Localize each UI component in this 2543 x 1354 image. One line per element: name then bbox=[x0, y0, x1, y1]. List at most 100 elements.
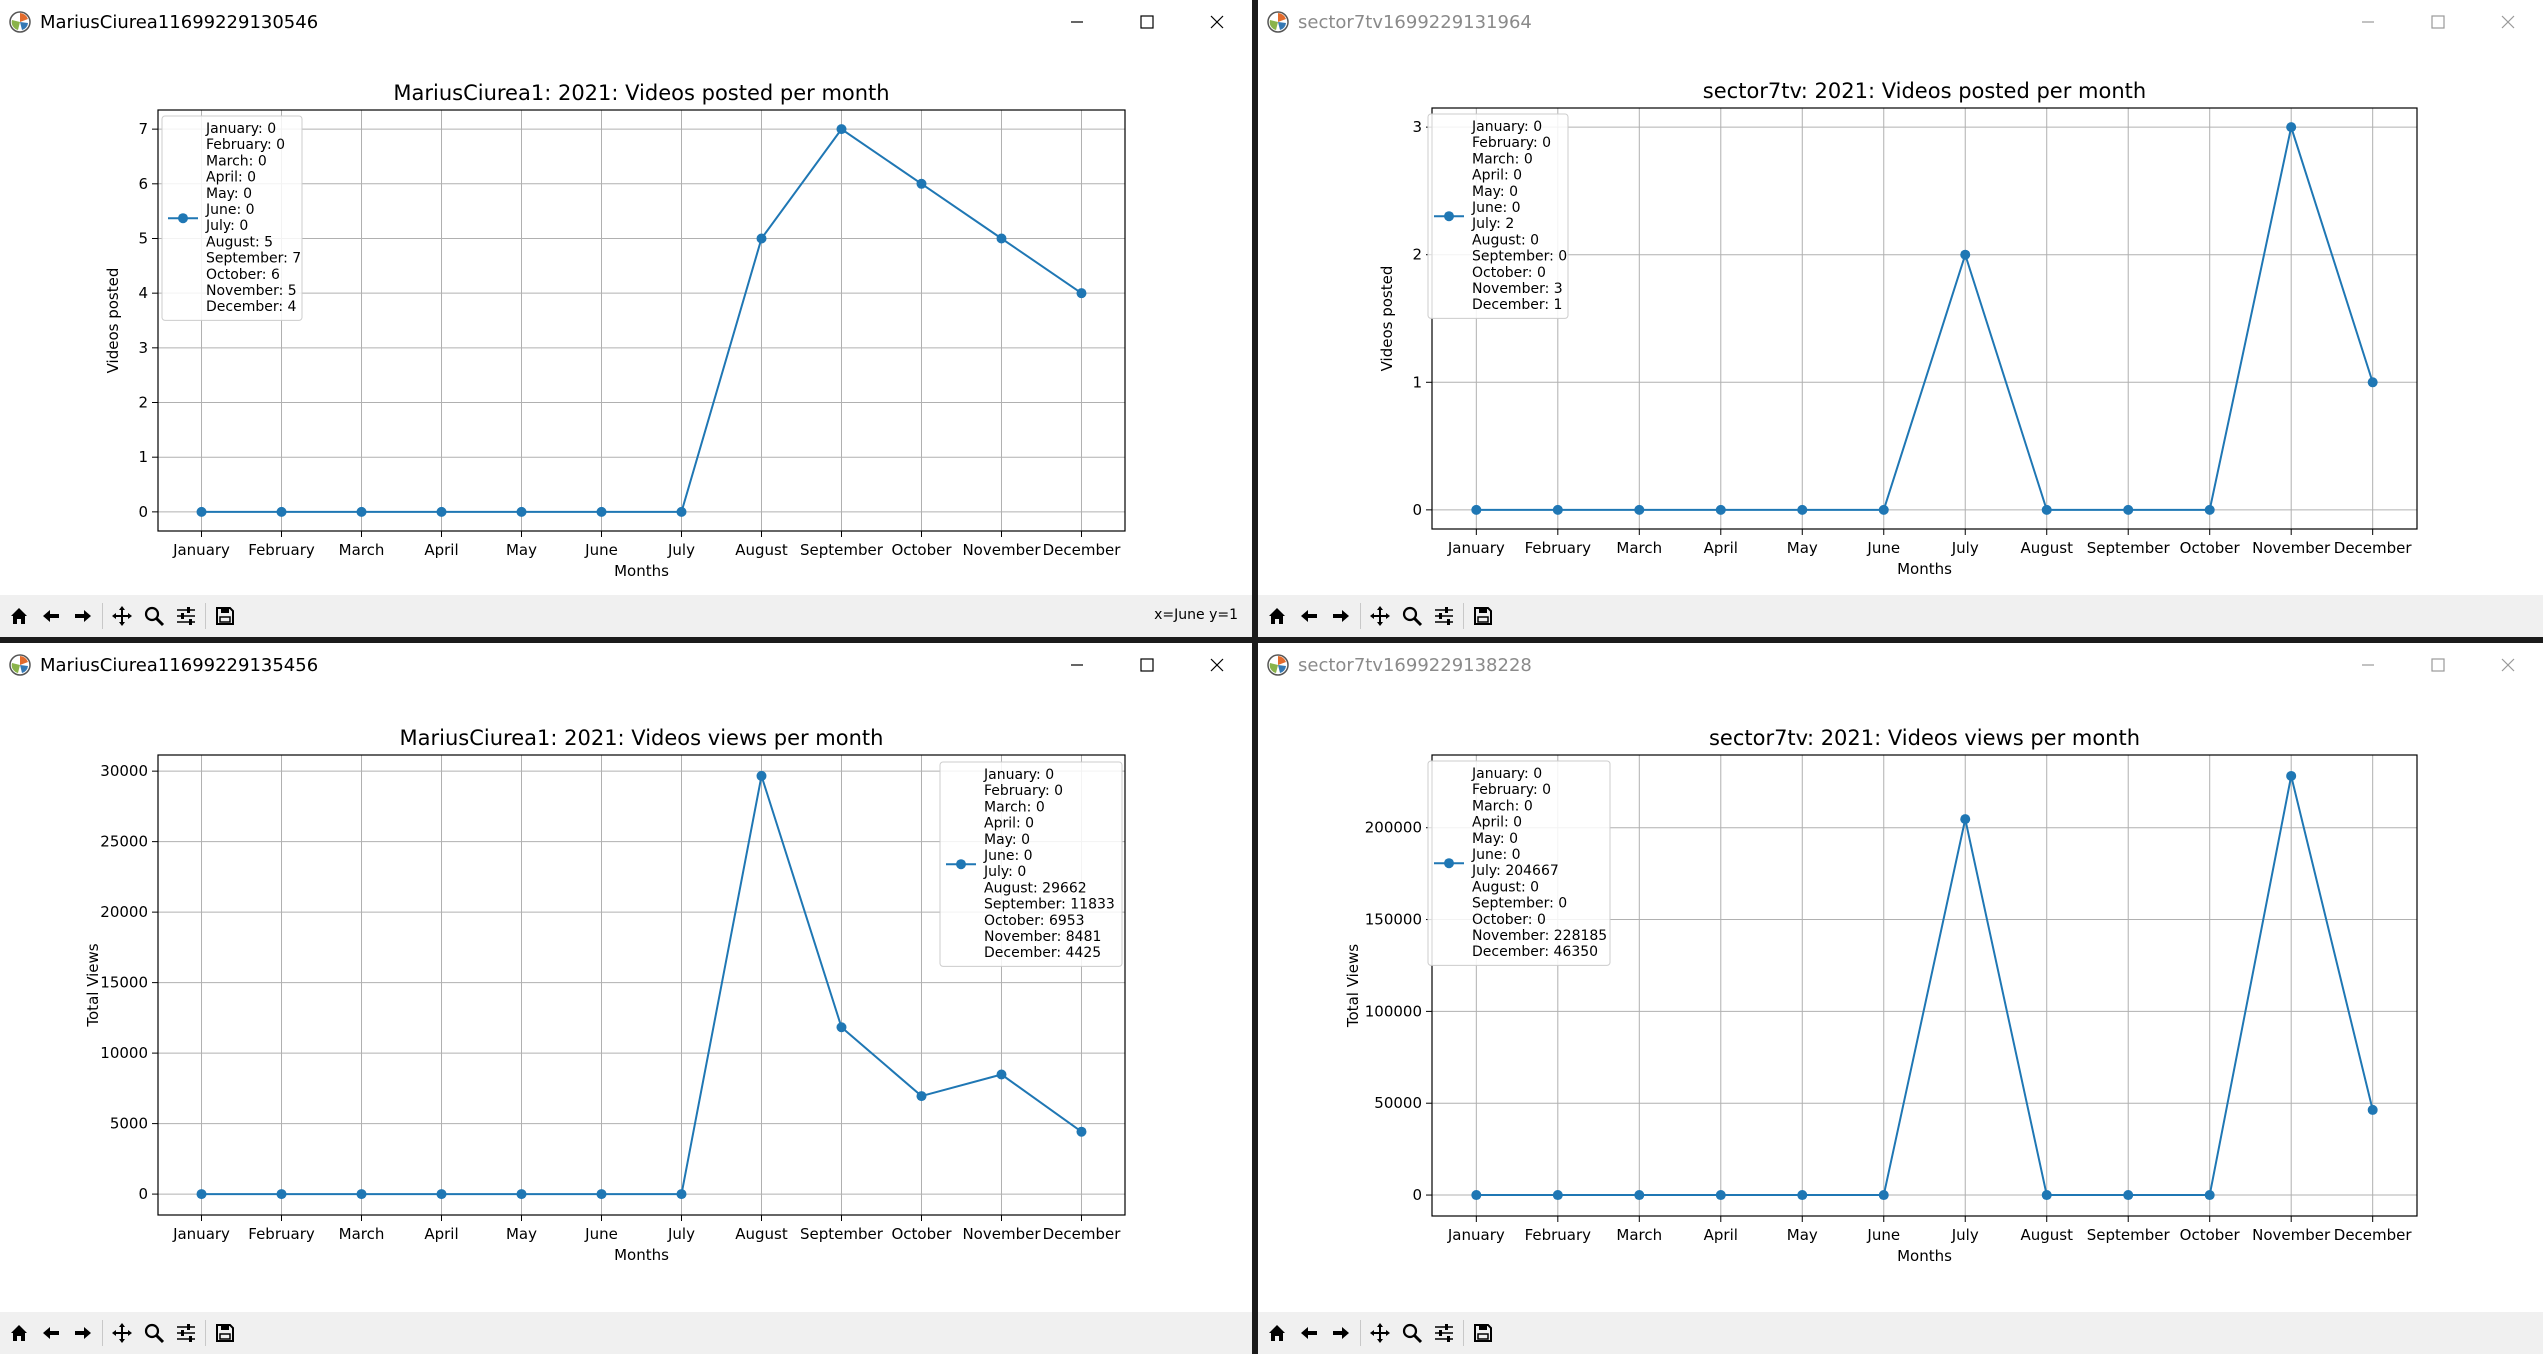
minimize-button[interactable] bbox=[1042, 0, 1112, 44]
data-point bbox=[2204, 504, 2215, 515]
data-point bbox=[2123, 504, 2134, 515]
window-title: sector7tv1699229131964 bbox=[1298, 11, 1532, 33]
home-icon[interactable] bbox=[6, 1320, 32, 1346]
data-point bbox=[1552, 504, 1563, 515]
maximize-button[interactable] bbox=[1112, 643, 1182, 687]
data-point bbox=[1715, 1190, 1726, 1201]
home-icon[interactable] bbox=[6, 603, 32, 629]
plot-window-1[interactable]: MariusCiurea11699229130546 January Februa… bbox=[0, 0, 1252, 637]
close-button[interactable] bbox=[2473, 0, 2543, 44]
save-icon[interactable] bbox=[1470, 1320, 1496, 1346]
legend-entry: October: 6 bbox=[206, 267, 280, 283]
x-tick-label: February bbox=[1525, 1226, 1592, 1244]
forward-icon[interactable] bbox=[1328, 1320, 1354, 1346]
forward-icon[interactable] bbox=[1328, 603, 1354, 629]
legend-entry: June: 0 bbox=[1471, 200, 1521, 216]
x-axis-label: Months bbox=[1897, 560, 1952, 578]
x-tick-label: October bbox=[2180, 1226, 2241, 1244]
legend-entry: December: 1 bbox=[1472, 297, 1562, 313]
zoom-icon[interactable] bbox=[1399, 603, 1425, 629]
y-tick-label: 0 bbox=[1412, 501, 1422, 519]
close-button[interactable] bbox=[2473, 643, 2543, 687]
matplotlib-app-icon bbox=[9, 11, 31, 33]
zoom-icon[interactable] bbox=[141, 1320, 167, 1346]
x-tick-label: April bbox=[1704, 1226, 1738, 1244]
configure-icon[interactable] bbox=[1431, 1320, 1457, 1346]
legend-entry: October: 0 bbox=[1472, 912, 1546, 928]
save-icon[interactable] bbox=[212, 1320, 238, 1346]
legend-entry: September: 0 bbox=[1472, 249, 1567, 265]
plot-window-4[interactable]: sector7tv1699229138228 January February Ma… bbox=[1258, 643, 2543, 1354]
chart[interactable]: January February March April May June July Augu… bbox=[1258, 44, 2543, 595]
x-tick-label: September bbox=[2087, 539, 2171, 557]
data-point bbox=[756, 233, 767, 244]
legend-entry: January: 0 bbox=[983, 767, 1054, 783]
x-tick-label: October bbox=[2180, 539, 2241, 557]
data-point bbox=[916, 1091, 927, 1102]
y-tick-label: 30000 bbox=[100, 762, 148, 780]
data-point bbox=[1960, 249, 1971, 260]
maximize-button[interactable] bbox=[2403, 0, 2473, 44]
y-tick-label: 6 bbox=[138, 175, 148, 193]
save-icon[interactable] bbox=[212, 603, 238, 629]
back-icon[interactable] bbox=[38, 1320, 64, 1346]
pan-icon[interactable] bbox=[1367, 1320, 1393, 1346]
forward-icon[interactable] bbox=[70, 1320, 96, 1346]
minimize-button[interactable] bbox=[2333, 0, 2403, 44]
forward-icon[interactable] bbox=[70, 603, 96, 629]
close-button[interactable] bbox=[1182, 0, 1252, 44]
data-point bbox=[1960, 814, 1971, 825]
legend-entry: November: 8481 bbox=[984, 929, 1101, 945]
maximize-button[interactable] bbox=[1112, 0, 1182, 44]
legend-point-marker bbox=[1444, 211, 1454, 222]
plot-window-3[interactable]: MariusCiurea11699229135456 January Februa… bbox=[0, 643, 1252, 1354]
y-tick-label: 25000 bbox=[100, 833, 148, 851]
data-point bbox=[436, 506, 447, 517]
legend-entry: October: 6953 bbox=[984, 913, 1085, 929]
configure-icon[interactable] bbox=[173, 603, 199, 629]
close-button[interactable] bbox=[1182, 643, 1252, 687]
data-point bbox=[1715, 504, 1726, 515]
chart-title: MariusCiurea1: 2021: Videos views per mo… bbox=[400, 726, 884, 750]
title-bar[interactable]: sector7tv1699229138228 bbox=[1258, 643, 2543, 687]
title-bar[interactable]: MariusCiurea11699229130546 bbox=[0, 0, 1252, 44]
x-tick-label: November bbox=[962, 1225, 1041, 1243]
navigation-toolbar bbox=[1258, 595, 2543, 637]
minimize-button[interactable] bbox=[1042, 643, 1112, 687]
back-icon[interactable] bbox=[1296, 603, 1322, 629]
zoom-icon[interactable] bbox=[141, 603, 167, 629]
data-point bbox=[1471, 504, 1482, 515]
pan-icon[interactable] bbox=[1367, 603, 1393, 629]
home-icon[interactable] bbox=[1264, 1320, 1290, 1346]
x-tick-label: May bbox=[1787, 1226, 1818, 1244]
data-point bbox=[516, 1189, 527, 1200]
back-icon[interactable] bbox=[1296, 1320, 1322, 1346]
axes-frame bbox=[157, 109, 1126, 532]
zoom-icon[interactable] bbox=[1399, 1320, 1425, 1346]
legend-entry: March: 0 bbox=[1472, 798, 1533, 814]
title-bar[interactable]: sector7tv1699229131964 bbox=[1258, 0, 2543, 44]
chart[interactable]: January February March April May June July Augu… bbox=[0, 44, 1252, 595]
x-tick-label: March bbox=[1616, 1226, 1662, 1244]
plot-window-2[interactable]: sector7tv1699229131964 January February Ma… bbox=[1258, 0, 2543, 637]
configure-icon[interactable] bbox=[1431, 603, 1457, 629]
chart[interactable]: January February March April May June July Augu… bbox=[1258, 687, 2543, 1312]
configure-icon[interactable] bbox=[173, 1320, 199, 1346]
maximize-button[interactable] bbox=[2403, 643, 2473, 687]
back-icon[interactable] bbox=[38, 603, 64, 629]
legend-entry: June: 0 bbox=[205, 202, 255, 218]
y-axis-label: Videos posted bbox=[1378, 266, 1396, 372]
minimize-button[interactable] bbox=[2333, 643, 2403, 687]
matplotlib-app-icon bbox=[1267, 654, 1289, 676]
x-tick-label: January bbox=[1447, 1226, 1505, 1244]
save-icon[interactable] bbox=[1470, 603, 1496, 629]
chart[interactable]: January February March April May June July Augu… bbox=[0, 687, 1252, 1312]
data-point bbox=[1076, 288, 1087, 299]
pan-icon[interactable] bbox=[109, 603, 135, 629]
home-icon[interactable] bbox=[1264, 603, 1290, 629]
title-bar[interactable]: MariusCiurea11699229135456 bbox=[0, 643, 1252, 687]
x-tick-label: February bbox=[248, 1225, 315, 1243]
x-tick-label: August bbox=[2020, 1226, 2073, 1244]
data-point bbox=[596, 506, 607, 517]
pan-icon[interactable] bbox=[109, 1320, 135, 1346]
